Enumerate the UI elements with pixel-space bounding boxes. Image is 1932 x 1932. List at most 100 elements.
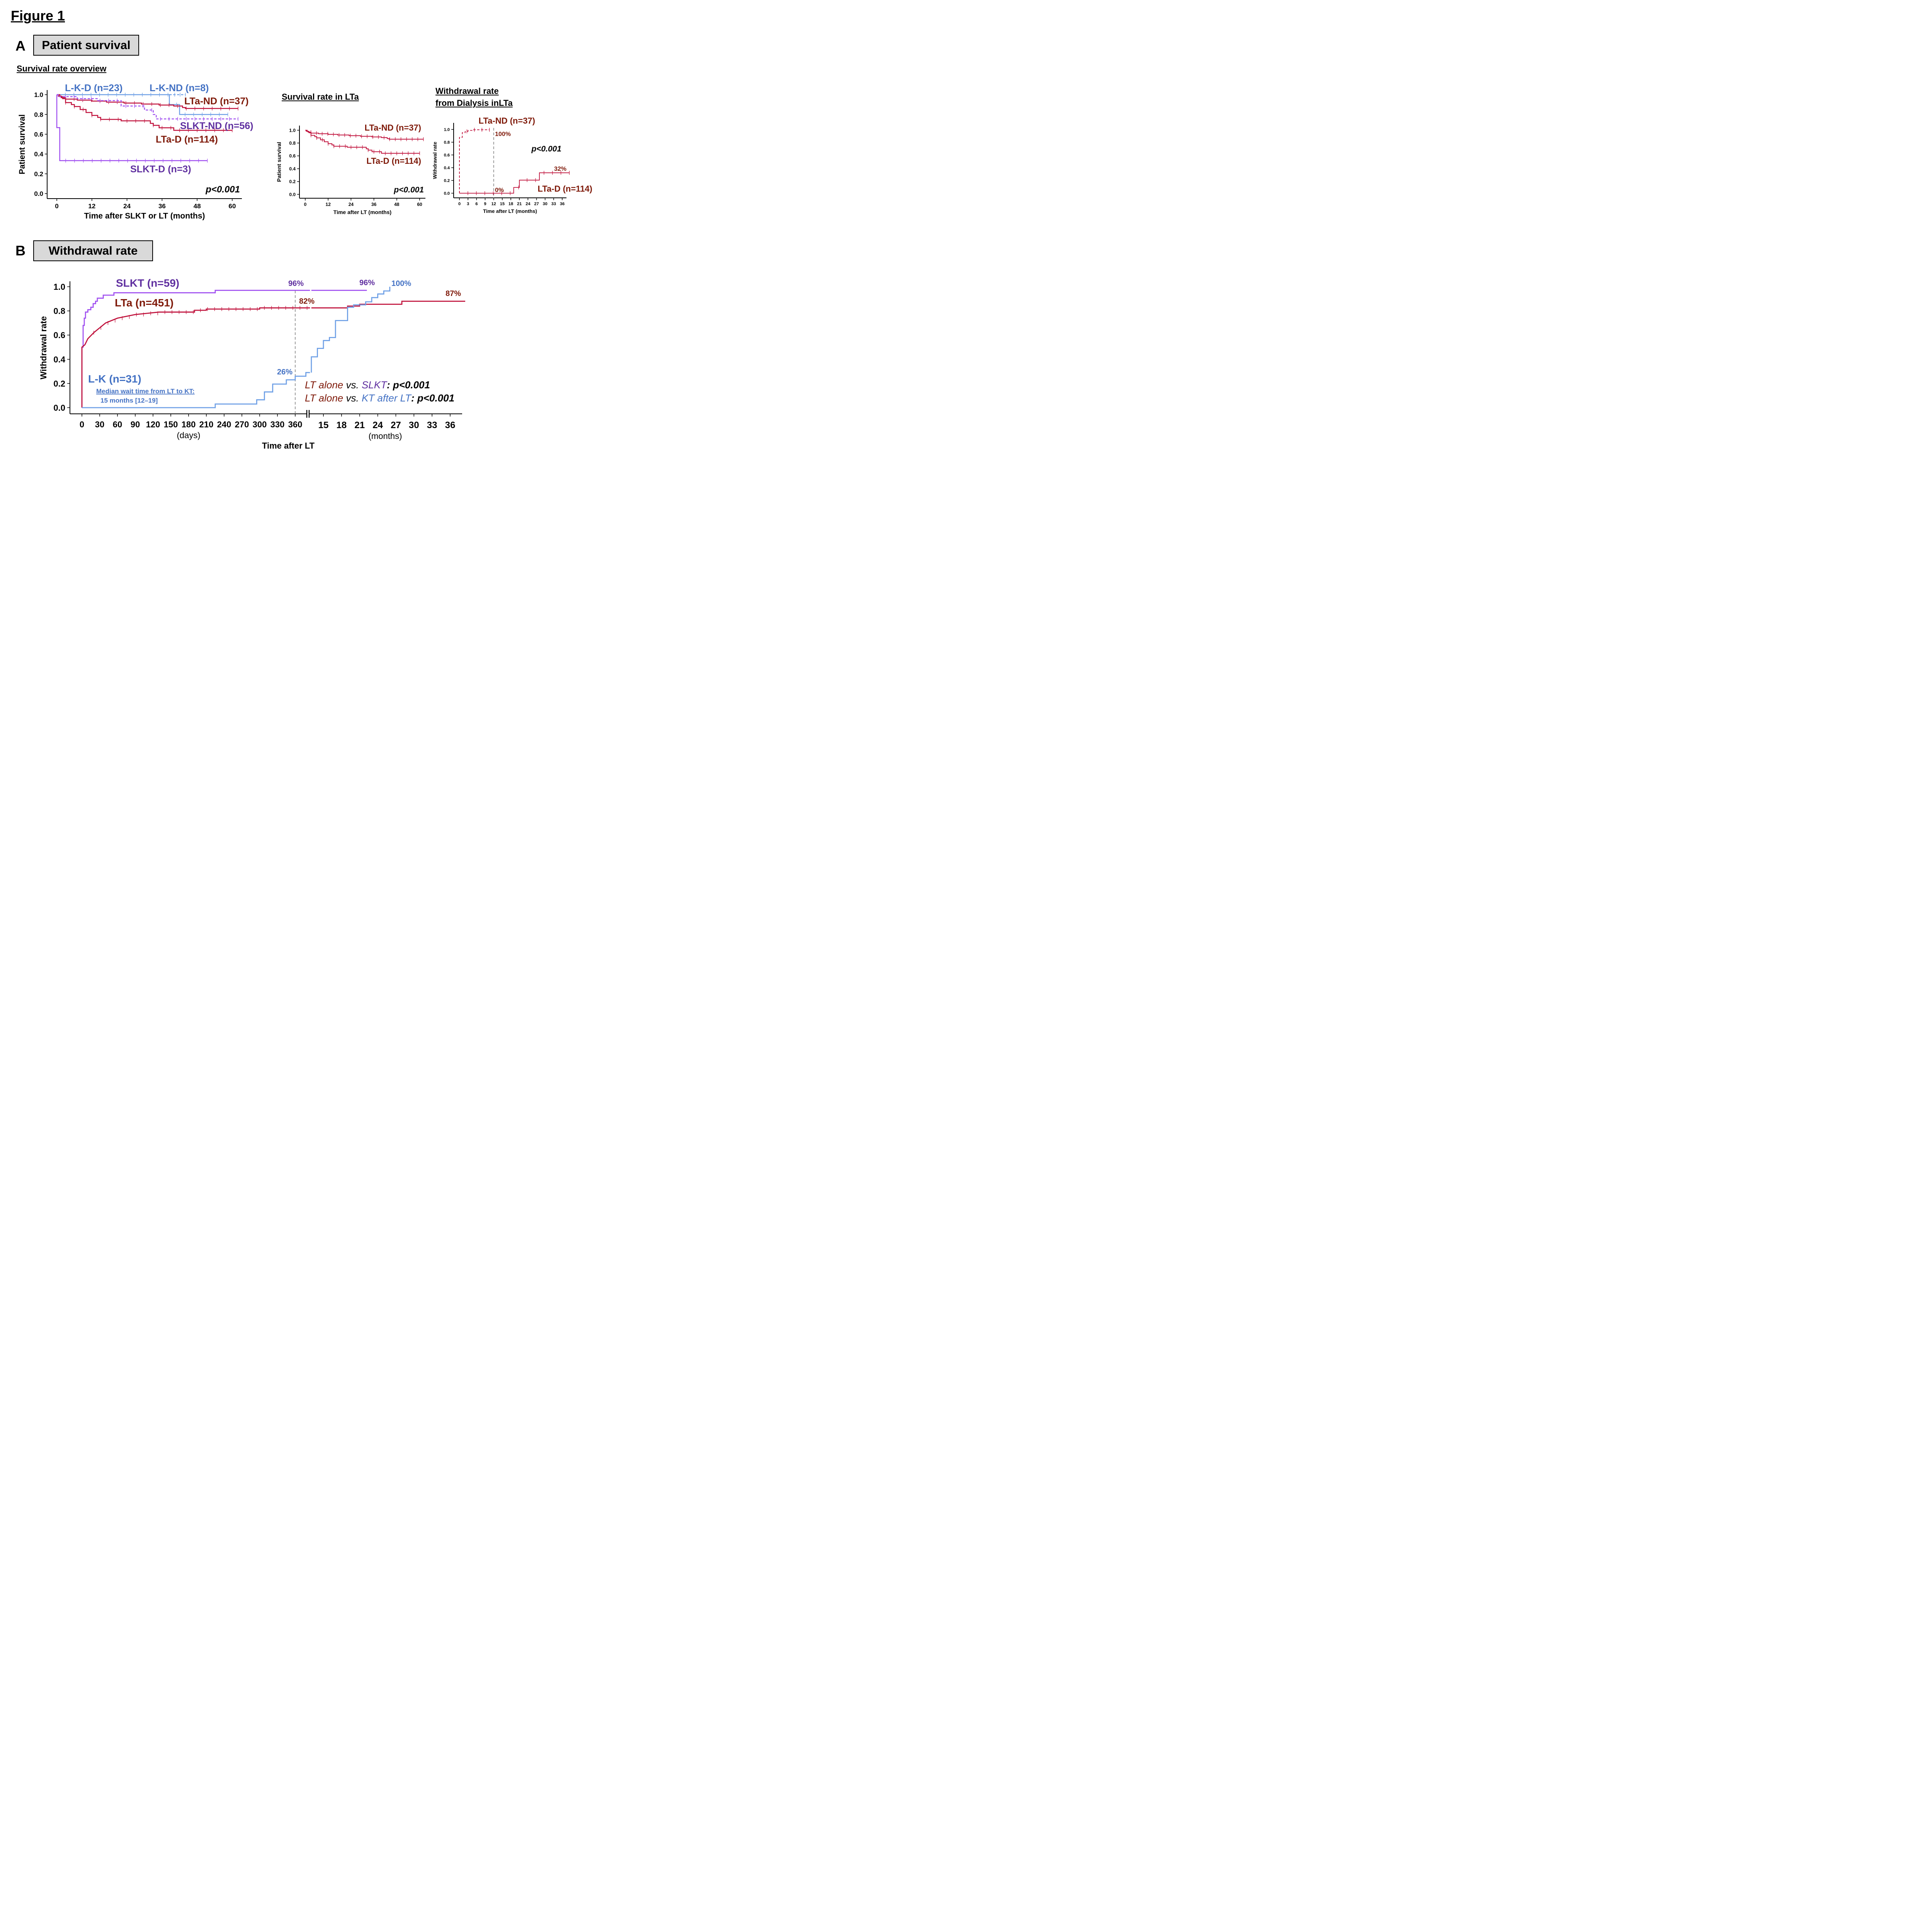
y-tick-label: 0.4	[289, 166, 296, 172]
y-tick-label: 0.4	[34, 151, 43, 158]
comparison-line: LT alone vs. KT after LT: p<0.001	[305, 392, 454, 404]
x-tick-label-days: 120	[146, 420, 160, 429]
series-label: SLKT-ND (n=56)	[180, 121, 253, 131]
chart-withdrawal-dialysis: 0.00.20.40.60.81.00 3 6 9 12 15 18 21 24 27 30 33 36…	[432, 116, 592, 214]
series-label: LTa-D (n=114)	[366, 156, 421, 166]
x-tick-label-months: 24	[372, 420, 383, 430]
x-tick-label: 12	[88, 202, 95, 210]
series-line-lta-nd	[459, 129, 490, 193]
series-line-l-k-d	[57, 94, 228, 115]
y-tick-label: 0.6	[444, 153, 450, 158]
series-label: LTa-D (n=114)	[156, 134, 218, 145]
value-label: 100%	[391, 279, 411, 288]
survival-overview-subtitle: Survival rate overview	[17, 64, 107, 73]
series-line-slkt-nd	[57, 94, 238, 119]
panel-a-title-box: Patient survival	[33, 35, 139, 56]
value-label-0: 0%	[495, 187, 504, 194]
y-tick-label: 0.4	[444, 166, 450, 170]
series-line-days-slkt	[81, 290, 310, 408]
y-tick-label: 0.6	[289, 153, 296, 159]
series-label: LTa-ND (n=37)	[365, 123, 421, 133]
figure-title: Figure 1	[11, 8, 65, 24]
x-unit-months: (months)	[369, 431, 402, 441]
p-value: p<0.001	[393, 185, 424, 194]
x-tick-label: 27	[534, 202, 539, 206]
x-tick-label-months: 33	[427, 420, 437, 430]
y-tick-label: 0.4	[53, 355, 65, 364]
x-axis-label: Time after LT	[262, 441, 315, 449]
y-tick-label: 1.0	[444, 128, 450, 132]
x-tick-label: 36	[371, 202, 377, 207]
x-tick-label: 60	[417, 202, 422, 207]
x-tick-label-days: 30	[95, 420, 104, 429]
series-line-days-lta	[81, 307, 310, 408]
x-tick-label: 36	[560, 202, 565, 206]
x-tick-label: 9	[484, 202, 486, 206]
series-label-lta: LTa (n=451)	[115, 297, 173, 309]
value-label-100: 100%	[495, 131, 511, 138]
x-tick-label-days: 90	[131, 420, 140, 429]
comparison-vs: vs.	[346, 392, 361, 404]
comparison-p-value: : p<0.001	[411, 392, 454, 404]
x-tick-label-months: 15	[318, 420, 329, 430]
series-label: L-K-ND (n=8)	[150, 83, 209, 94]
x-tick-label: 6	[475, 202, 478, 206]
chart-withdrawal-rate: 0.0 0.2 0.4 0.6 0.8 1.0 0 30 60 90 120 150 180 210 240…	[39, 277, 465, 449]
withdrawal-dialysis-subtitle-line1: Withdrawal rate	[435, 86, 499, 96]
y-tick-label: 0.2	[289, 179, 296, 184]
x-tick-label-days: 240	[217, 420, 231, 429]
series-label-lk: L-K (n=31)	[88, 373, 141, 385]
y-tick-label: 1.0	[34, 91, 43, 99]
comparison-group-a: LT alone	[305, 379, 346, 391]
series-label: L-K-D (n=23)	[65, 83, 122, 94]
x-tick-label: 48	[394, 202, 400, 207]
x-tick-label-days: 180	[182, 420, 196, 429]
y-axis-label: Patient survival	[18, 114, 27, 174]
x-tick-label-months: 27	[391, 420, 401, 430]
series-label: SLKT-D (n=3)	[130, 164, 191, 175]
comparison-group-b: SLKT	[362, 379, 388, 391]
comparison-group-b: KT after LT	[362, 392, 412, 404]
x-axis-label: Time after LT (months)	[333, 209, 391, 215]
series-line-lta-nd	[305, 130, 423, 140]
panel-b-letter: B	[15, 243, 26, 259]
y-axis-label: Patient survival	[276, 142, 282, 182]
value-label: 26%	[277, 368, 293, 376]
series-label: LTa-D (n=114)	[537, 184, 592, 194]
comparison-vs: vs.	[346, 379, 361, 391]
panel-a-letter: A	[15, 38, 26, 54]
series-label: LTa-ND (n=37)	[479, 116, 535, 126]
x-tick-label-days: 210	[199, 420, 214, 429]
y-tick-label: 0.8	[53, 306, 65, 316]
series-line-days-l-k	[82, 372, 310, 408]
series-label-slkt: SLKT (n=59)	[116, 277, 179, 289]
series-line-lta-d	[459, 172, 570, 194]
y-tick-label: 0.6	[34, 131, 43, 138]
x-axis-label: Time after LT (months)	[483, 208, 537, 214]
y-tick-label: 0.8	[34, 111, 43, 118]
series-line-months-lta	[311, 301, 465, 309]
y-tick-label: 0.0	[289, 192, 296, 197]
y-tick-label: 1.0	[53, 282, 65, 292]
y-tick-label: 0.0	[34, 190, 43, 197]
chart-survival-lta: 0.0 0.2 0.4 0.6 0.8 1.0 0 12 24 36 48 60 Time after …	[276, 123, 425, 215]
x-tick-label: 30	[543, 202, 548, 206]
x-tick-label: 18	[509, 202, 513, 206]
median-wait-title: Median wait time from LT to KT:	[96, 388, 195, 395]
y-tick-label: 0.2	[444, 179, 450, 183]
x-tick-label: 60	[229, 202, 236, 210]
x-unit-days: (days)	[177, 430, 200, 440]
value-label: 96%	[359, 279, 375, 287]
x-tick-label: 36	[158, 202, 166, 210]
series-label: LTa-ND (n=37)	[184, 96, 248, 107]
x-tick-label: 24	[526, 202, 531, 206]
chart-survival-overview: 0.0 0.2 0.4 0.6 0.8 1.0 0 12 24 36 48 60 Time after …	[18, 83, 253, 221]
x-tick-label: 15	[500, 202, 505, 206]
y-axis-label: Withdrawal rate	[432, 142, 438, 179]
y-tick-label: 0.8	[289, 141, 296, 146]
y-tick-label: 0.6	[53, 330, 65, 340]
x-tick-label-days: 330	[270, 420, 285, 429]
x-tick-label-days: 300	[253, 420, 267, 429]
series-line-lta-nd	[57, 94, 238, 109]
x-tick-label-months: 21	[354, 420, 365, 430]
